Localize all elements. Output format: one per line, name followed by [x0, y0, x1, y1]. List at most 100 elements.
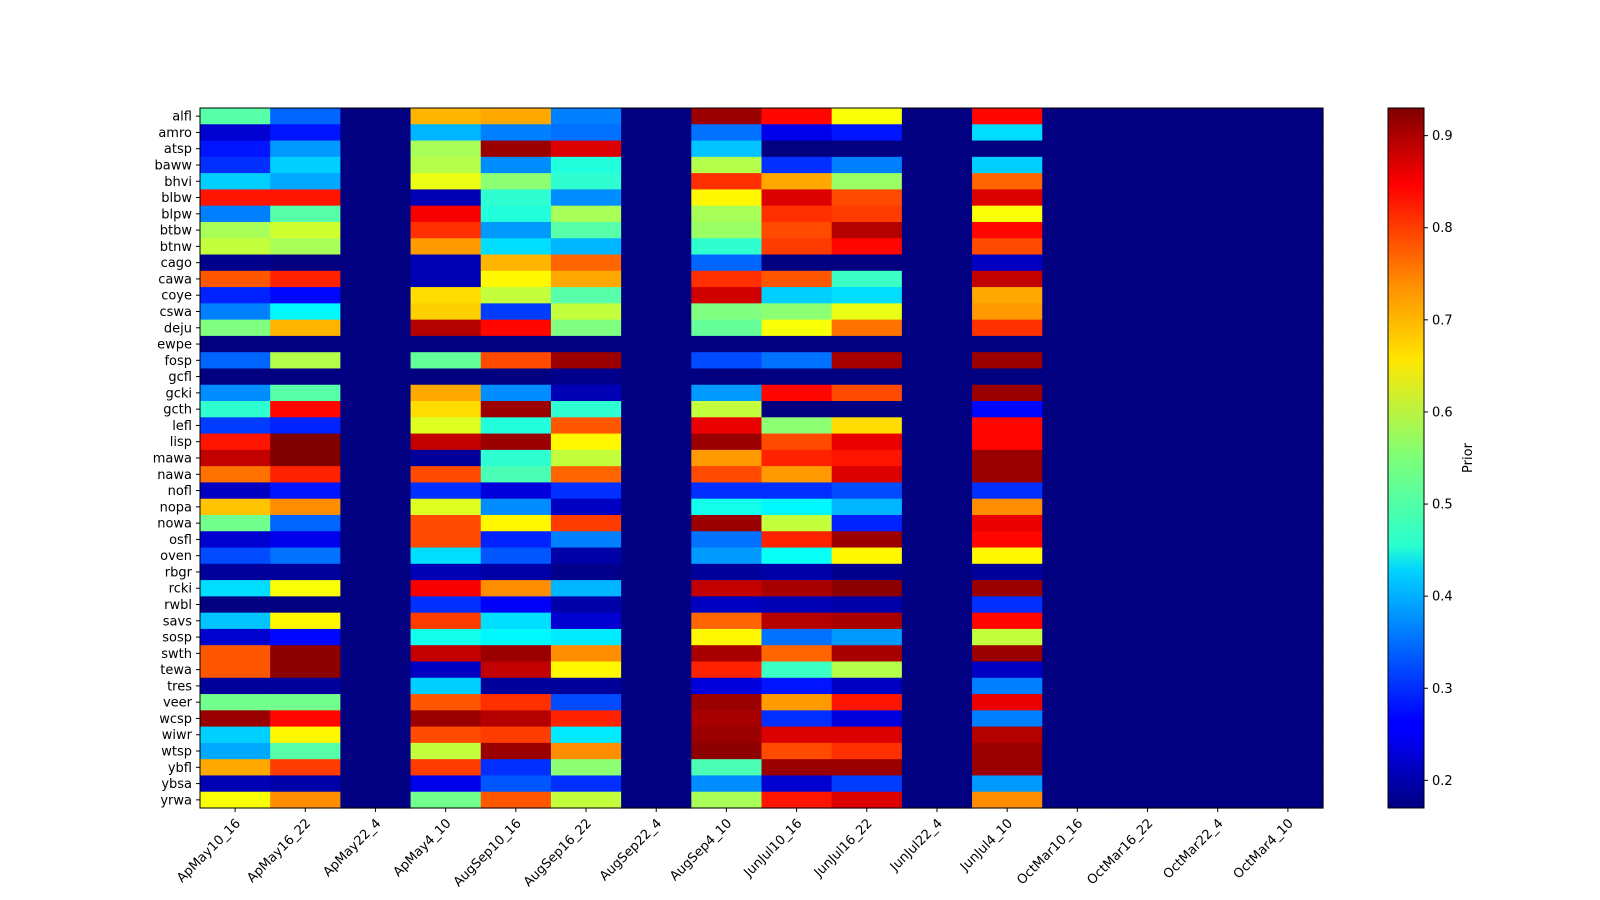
heatmap-cell [761, 270, 833, 288]
heatmap-cell [761, 433, 833, 451]
heatmap-cell [1252, 710, 1324, 728]
heatmap-cell [1112, 303, 1184, 321]
heatmap-cell [410, 514, 482, 532]
heatmap-cell [270, 124, 341, 142]
heatmap-cell [1252, 270, 1324, 288]
heatmap-cell [621, 270, 692, 288]
heatmap-cell [480, 156, 552, 174]
heatmap-cell [621, 335, 692, 353]
heatmap-cell [340, 433, 412, 451]
y-tick-label: savs [163, 614, 192, 629]
heatmap-cell [1112, 612, 1184, 630]
heatmap-cell [480, 124, 552, 142]
heatmap-cell [1042, 791, 1114, 809]
heatmap-cell [340, 775, 412, 793]
heatmap-cell [901, 417, 973, 435]
heatmap-cell [691, 775, 763, 793]
heatmap-cell [621, 466, 692, 484]
heatmap-cell [410, 710, 482, 728]
heatmap-cell [1112, 173, 1184, 190]
heatmap-cell [901, 384, 973, 402]
heatmap-cell [410, 498, 482, 516]
heatmap-cell [1112, 401, 1184, 418]
heatmap-cell [761, 238, 833, 256]
heatmap-cell [621, 775, 692, 793]
heatmap-cell [270, 189, 341, 207]
heatmap-cell [1252, 580, 1324, 597]
heatmap-cell [691, 221, 763, 239]
heatmap-cell [200, 319, 271, 337]
heatmap-cell [340, 221, 412, 239]
heatmap-cell [831, 628, 903, 646]
heatmap-cell [972, 433, 1043, 451]
heatmap-cell [972, 189, 1043, 207]
heatmap-cell [200, 791, 271, 809]
heatmap-cell [1252, 596, 1324, 614]
heatmap-cell [1182, 547, 1254, 565]
heatmap-cell [550, 694, 622, 711]
heatmap-cell [1182, 531, 1254, 549]
heatmap-cell [480, 303, 552, 321]
heatmap-cell [1182, 596, 1254, 614]
y-tick-label: blpw [161, 207, 192, 222]
heatmap-cell [691, 205, 763, 223]
heatmap-cell [1182, 156, 1254, 174]
heatmap-cell [972, 726, 1043, 744]
heatmap-cell [200, 596, 271, 614]
heatmap-cell [1182, 221, 1254, 239]
heatmap-cell [621, 661, 692, 679]
heatmap-cell [1042, 449, 1114, 467]
heatmap-cell [972, 287, 1043, 304]
heatmap-cell [410, 596, 482, 614]
heatmap-cell [1042, 433, 1114, 451]
heatmap-cell [621, 352, 692, 370]
heatmap-cell [691, 514, 763, 532]
heatmap-cell [901, 270, 973, 288]
heatmap-cell [1182, 384, 1254, 402]
heatmap-cell [410, 254, 482, 272]
heatmap-cell [691, 352, 763, 370]
heatmap-cell [1042, 205, 1114, 223]
y-tick-label: wtsp [161, 745, 192, 760]
heatmap-cell [550, 108, 622, 125]
heatmap-cell [270, 335, 341, 353]
heatmap-cell [480, 514, 552, 532]
heatmap-cell [761, 514, 833, 532]
heatmap-cell [550, 335, 622, 353]
heatmap-cell [340, 287, 412, 304]
heatmap-cell [691, 140, 763, 158]
heatmap-cell [972, 677, 1043, 695]
heatmap-cell [1182, 189, 1254, 207]
heatmap-cell [410, 433, 482, 451]
heatmap-cell [1252, 547, 1324, 565]
heatmap-cell [761, 221, 833, 239]
heatmap-cell [200, 449, 271, 467]
heatmap-cell [621, 205, 692, 223]
heatmap-cell [831, 254, 903, 272]
heatmap-cell [1112, 482, 1184, 500]
heatmap-cell [972, 173, 1043, 190]
heatmap-cell [761, 368, 833, 386]
heatmap-cell [200, 124, 271, 142]
heatmap-cell [550, 498, 622, 516]
heatmap-cell [1042, 612, 1114, 630]
heatmap-cell [340, 482, 412, 500]
heatmap-cell [200, 270, 271, 288]
heatmap-cell [691, 759, 763, 777]
heatmap-cell [200, 710, 271, 728]
heatmap-cell [1182, 563, 1254, 581]
heatmap-cell [200, 205, 271, 223]
heatmap-cell [270, 303, 341, 321]
heatmap-cell [761, 791, 833, 809]
heatmap-cell [972, 661, 1043, 679]
heatmap-cell [621, 189, 692, 207]
heatmap-cell [831, 563, 903, 581]
heatmap-cell [831, 401, 903, 418]
heatmap-cell [831, 221, 903, 239]
heatmap-cell [410, 563, 482, 581]
heatmap-cell [410, 466, 482, 484]
heatmap-cell [1252, 694, 1324, 711]
heatmap-cell [1252, 531, 1324, 549]
heatmap-cell [340, 498, 412, 516]
heatmap-cell [200, 628, 271, 646]
